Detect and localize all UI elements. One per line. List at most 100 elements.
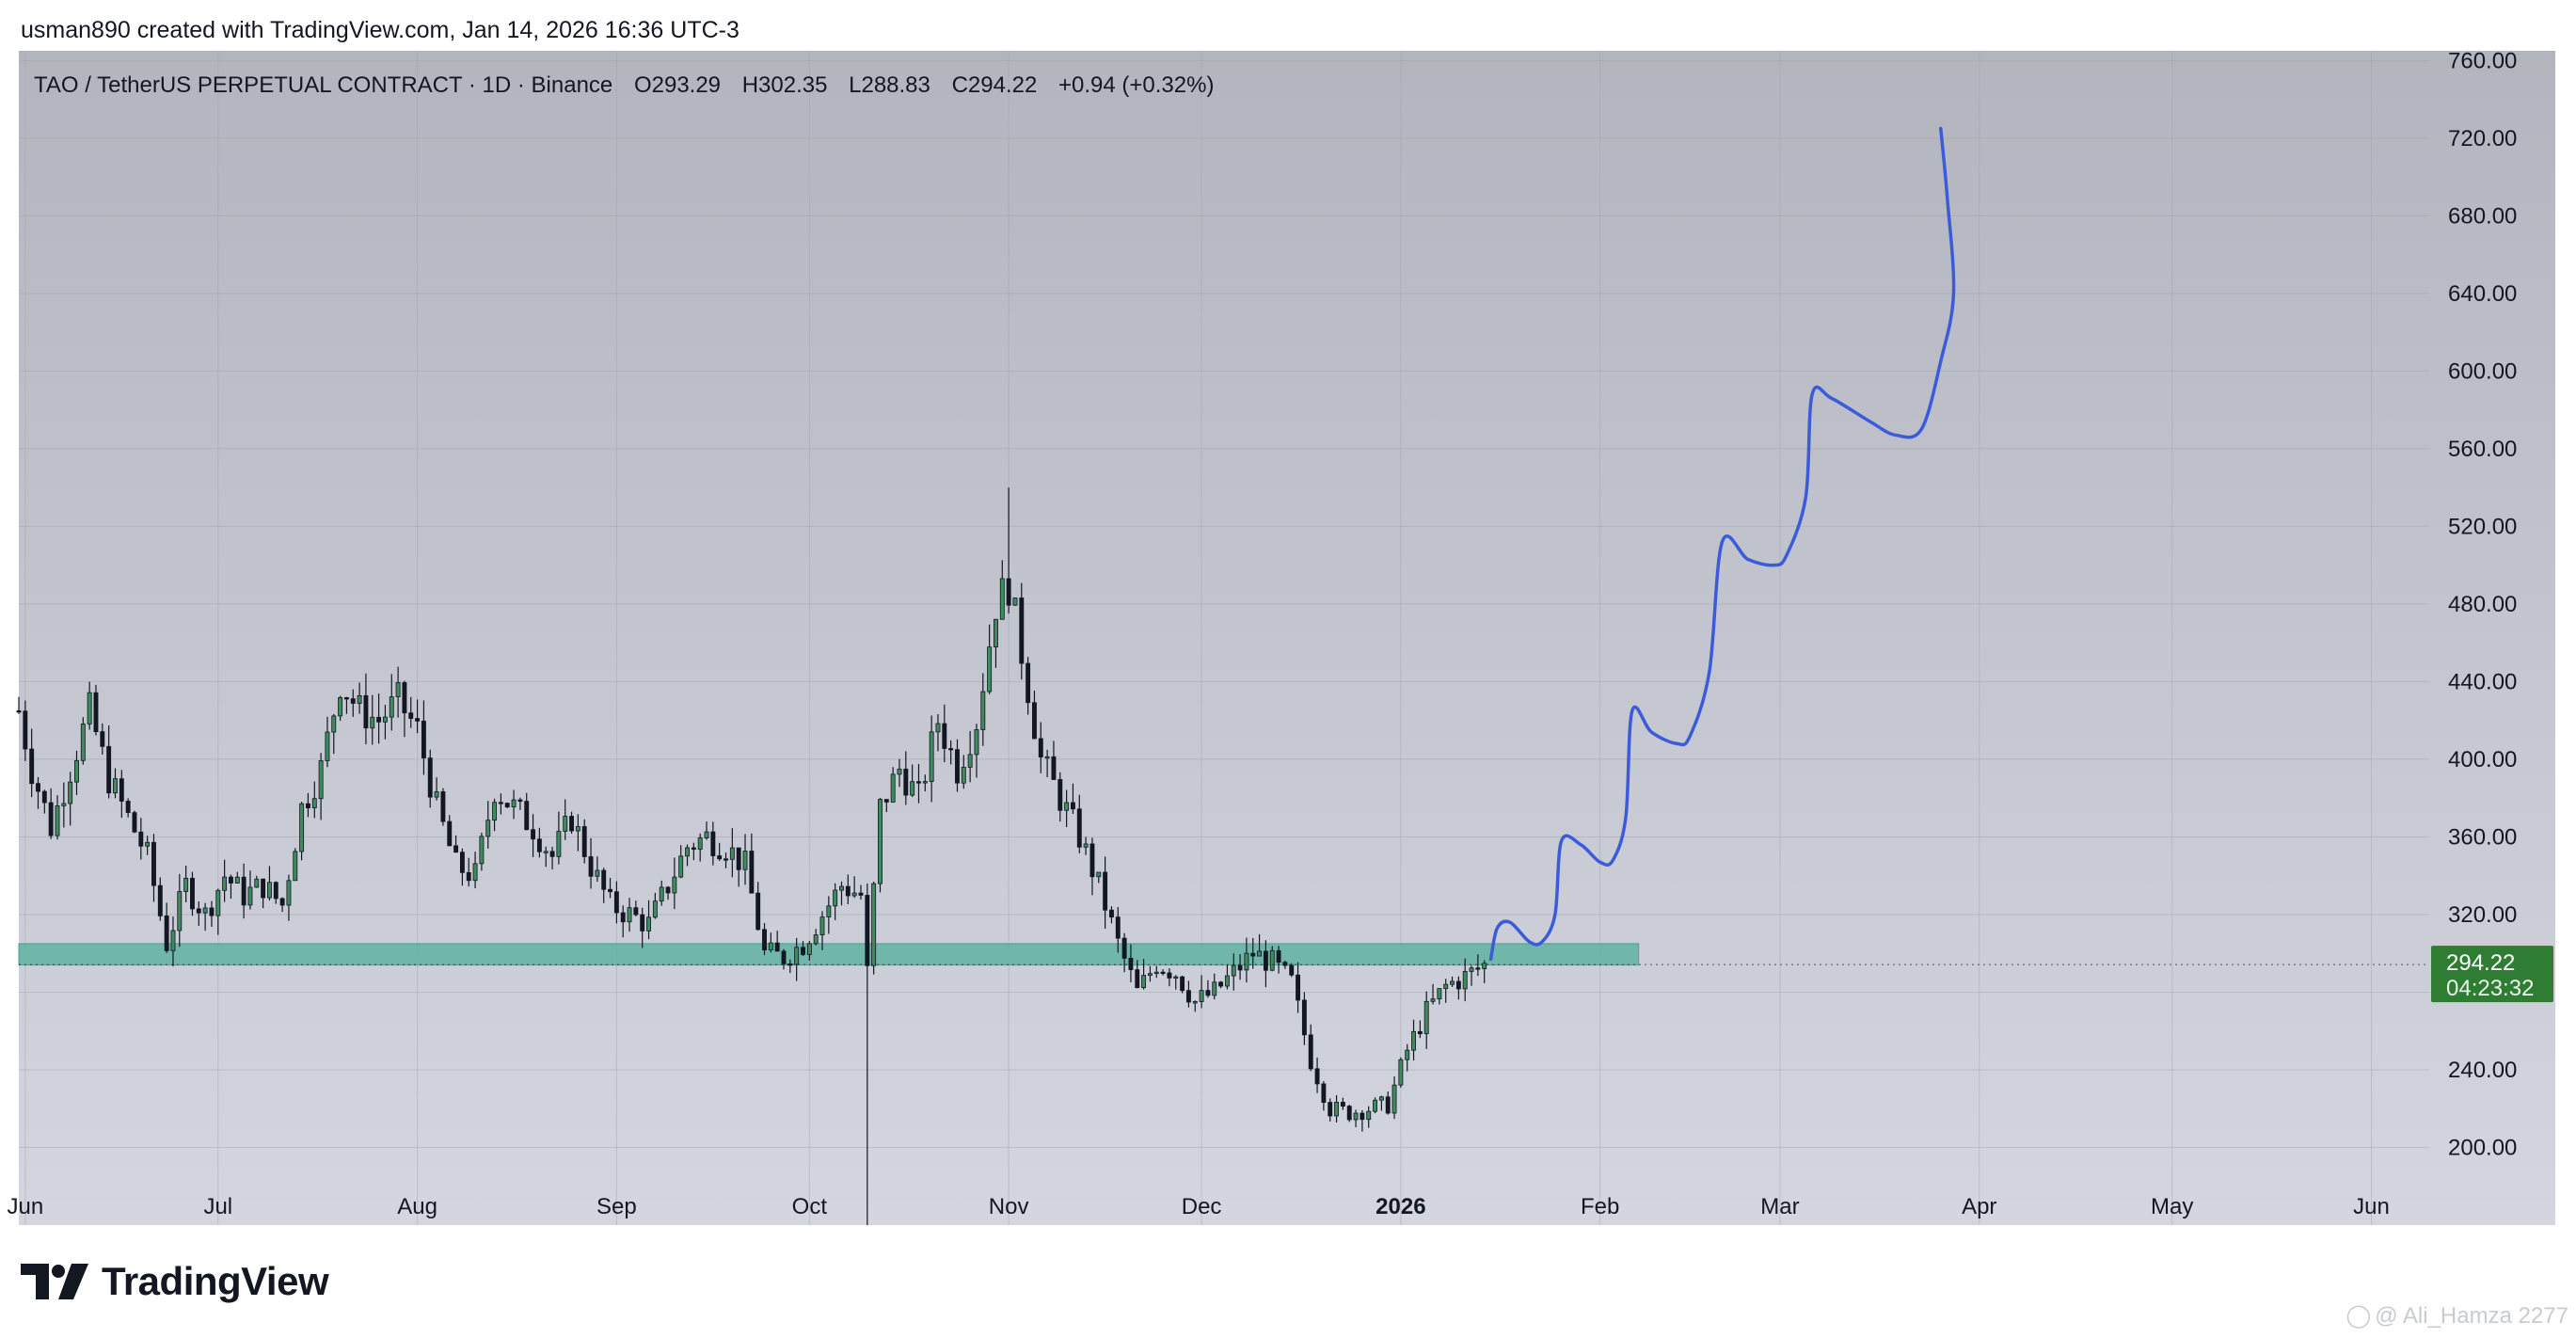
candle[interactable] bbox=[575, 814, 580, 852]
candle[interactable] bbox=[910, 764, 915, 798]
candle[interactable] bbox=[742, 834, 748, 885]
candle[interactable] bbox=[48, 788, 54, 839]
candle[interactable] bbox=[813, 929, 819, 946]
tradingview-logo[interactable]: TradingView bbox=[21, 1259, 329, 1304]
candle[interactable] bbox=[665, 885, 671, 900]
candle[interactable] bbox=[1224, 964, 1230, 990]
candle[interactable] bbox=[685, 844, 690, 867]
candle[interactable] bbox=[762, 922, 767, 956]
candle[interactable] bbox=[806, 941, 812, 961]
candle[interactable] bbox=[652, 892, 658, 919]
candle[interactable] bbox=[768, 932, 773, 953]
candle[interactable] bbox=[125, 798, 131, 818]
candle[interactable] bbox=[1108, 906, 1114, 924]
candle[interactable] bbox=[1205, 980, 1211, 998]
candle[interactable] bbox=[453, 835, 459, 853]
candle[interactable] bbox=[691, 842, 696, 861]
plot-area[interactable] bbox=[19, 51, 2429, 1225]
candle[interactable] bbox=[41, 789, 47, 814]
candle[interactable] bbox=[980, 673, 986, 746]
support-zone[interactable] bbox=[18, 943, 1640, 966]
candle[interactable] bbox=[434, 777, 439, 801]
candle[interactable] bbox=[640, 907, 645, 948]
candle[interactable] bbox=[408, 696, 414, 728]
candle[interactable] bbox=[36, 776, 40, 809]
candle[interactable] bbox=[1411, 1019, 1416, 1061]
candle[interactable] bbox=[845, 874, 851, 904]
candle[interactable] bbox=[697, 833, 703, 862]
candle[interactable] bbox=[1321, 1081, 1327, 1111]
candle[interactable] bbox=[1391, 1075, 1397, 1120]
candle[interactable] bbox=[472, 852, 478, 889]
candle[interactable] bbox=[1012, 597, 1018, 606]
candle[interactable] bbox=[106, 725, 112, 799]
candle[interactable] bbox=[774, 931, 780, 952]
candle[interactable] bbox=[935, 714, 941, 752]
candle[interactable] bbox=[16, 696, 22, 714]
candle[interactable] bbox=[1405, 1043, 1410, 1072]
candle[interactable] bbox=[1475, 954, 1481, 977]
candle[interactable] bbox=[536, 827, 542, 858]
candle[interactable] bbox=[331, 713, 337, 755]
candle[interactable] bbox=[325, 716, 330, 768]
candle[interactable] bbox=[363, 673, 369, 745]
candle[interactable] bbox=[1263, 940, 1268, 988]
candle[interactable] bbox=[93, 684, 99, 736]
candle[interactable] bbox=[318, 753, 324, 820]
candle[interactable] bbox=[1450, 976, 1455, 987]
candle[interactable] bbox=[23, 700, 28, 761]
candle[interactable] bbox=[672, 857, 677, 910]
candle[interactable] bbox=[177, 873, 183, 948]
candle[interactable] bbox=[1141, 959, 1147, 990]
candle[interactable] bbox=[447, 815, 453, 847]
candle[interactable] bbox=[1044, 749, 1050, 778]
candle[interactable] bbox=[138, 818, 144, 860]
candle[interactable] bbox=[710, 821, 716, 866]
candle[interactable] bbox=[415, 699, 421, 734]
candle[interactable] bbox=[794, 937, 800, 981]
candle[interactable] bbox=[659, 880, 664, 906]
candle[interactable] bbox=[1289, 963, 1295, 978]
candle[interactable] bbox=[100, 723, 105, 756]
candle[interactable] bbox=[819, 911, 825, 950]
candle[interactable] bbox=[479, 832, 485, 871]
candle[interactable] bbox=[1353, 1109, 1359, 1127]
candle[interactable] bbox=[1128, 944, 1134, 982]
candle[interactable] bbox=[1385, 1091, 1391, 1115]
candle[interactable] bbox=[620, 905, 626, 938]
candle[interactable] bbox=[1076, 794, 1082, 853]
candle[interactable] bbox=[1455, 976, 1461, 1000]
candle[interactable] bbox=[1398, 1057, 1404, 1088]
candle[interactable] bbox=[234, 871, 240, 884]
candle[interactable] bbox=[717, 842, 723, 861]
candle[interactable] bbox=[961, 755, 966, 789]
candle[interactable] bbox=[865, 883, 870, 1225]
candle[interactable] bbox=[113, 768, 118, 799]
projection-path[interactable] bbox=[1488, 126, 1956, 962]
candle[interactable] bbox=[87, 681, 92, 730]
candle[interactable] bbox=[942, 704, 947, 763]
candle[interactable] bbox=[724, 852, 728, 868]
candle[interactable] bbox=[903, 751, 909, 805]
candle[interactable] bbox=[531, 814, 536, 857]
candle[interactable] bbox=[74, 750, 79, 795]
candle[interactable] bbox=[1360, 1109, 1365, 1132]
candle[interactable] bbox=[987, 624, 993, 694]
candle[interactable] bbox=[145, 836, 151, 855]
candle[interactable] bbox=[1115, 907, 1121, 953]
candle[interactable] bbox=[504, 802, 510, 808]
candle[interactable] bbox=[556, 811, 562, 865]
candle[interactable] bbox=[1026, 657, 1031, 715]
candle[interactable] bbox=[261, 878, 266, 909]
candle[interactable] bbox=[1244, 937, 1249, 983]
candle[interactable] bbox=[755, 882, 761, 932]
candle[interactable] bbox=[1083, 836, 1089, 855]
candle[interactable] bbox=[229, 874, 233, 900]
candle[interactable] bbox=[492, 798, 498, 832]
candle[interactable] bbox=[498, 793, 503, 815]
candle[interactable] bbox=[29, 728, 35, 798]
candle[interactable] bbox=[563, 799, 568, 840]
candle[interactable] bbox=[1185, 980, 1191, 1008]
candle[interactable] bbox=[1269, 946, 1275, 972]
